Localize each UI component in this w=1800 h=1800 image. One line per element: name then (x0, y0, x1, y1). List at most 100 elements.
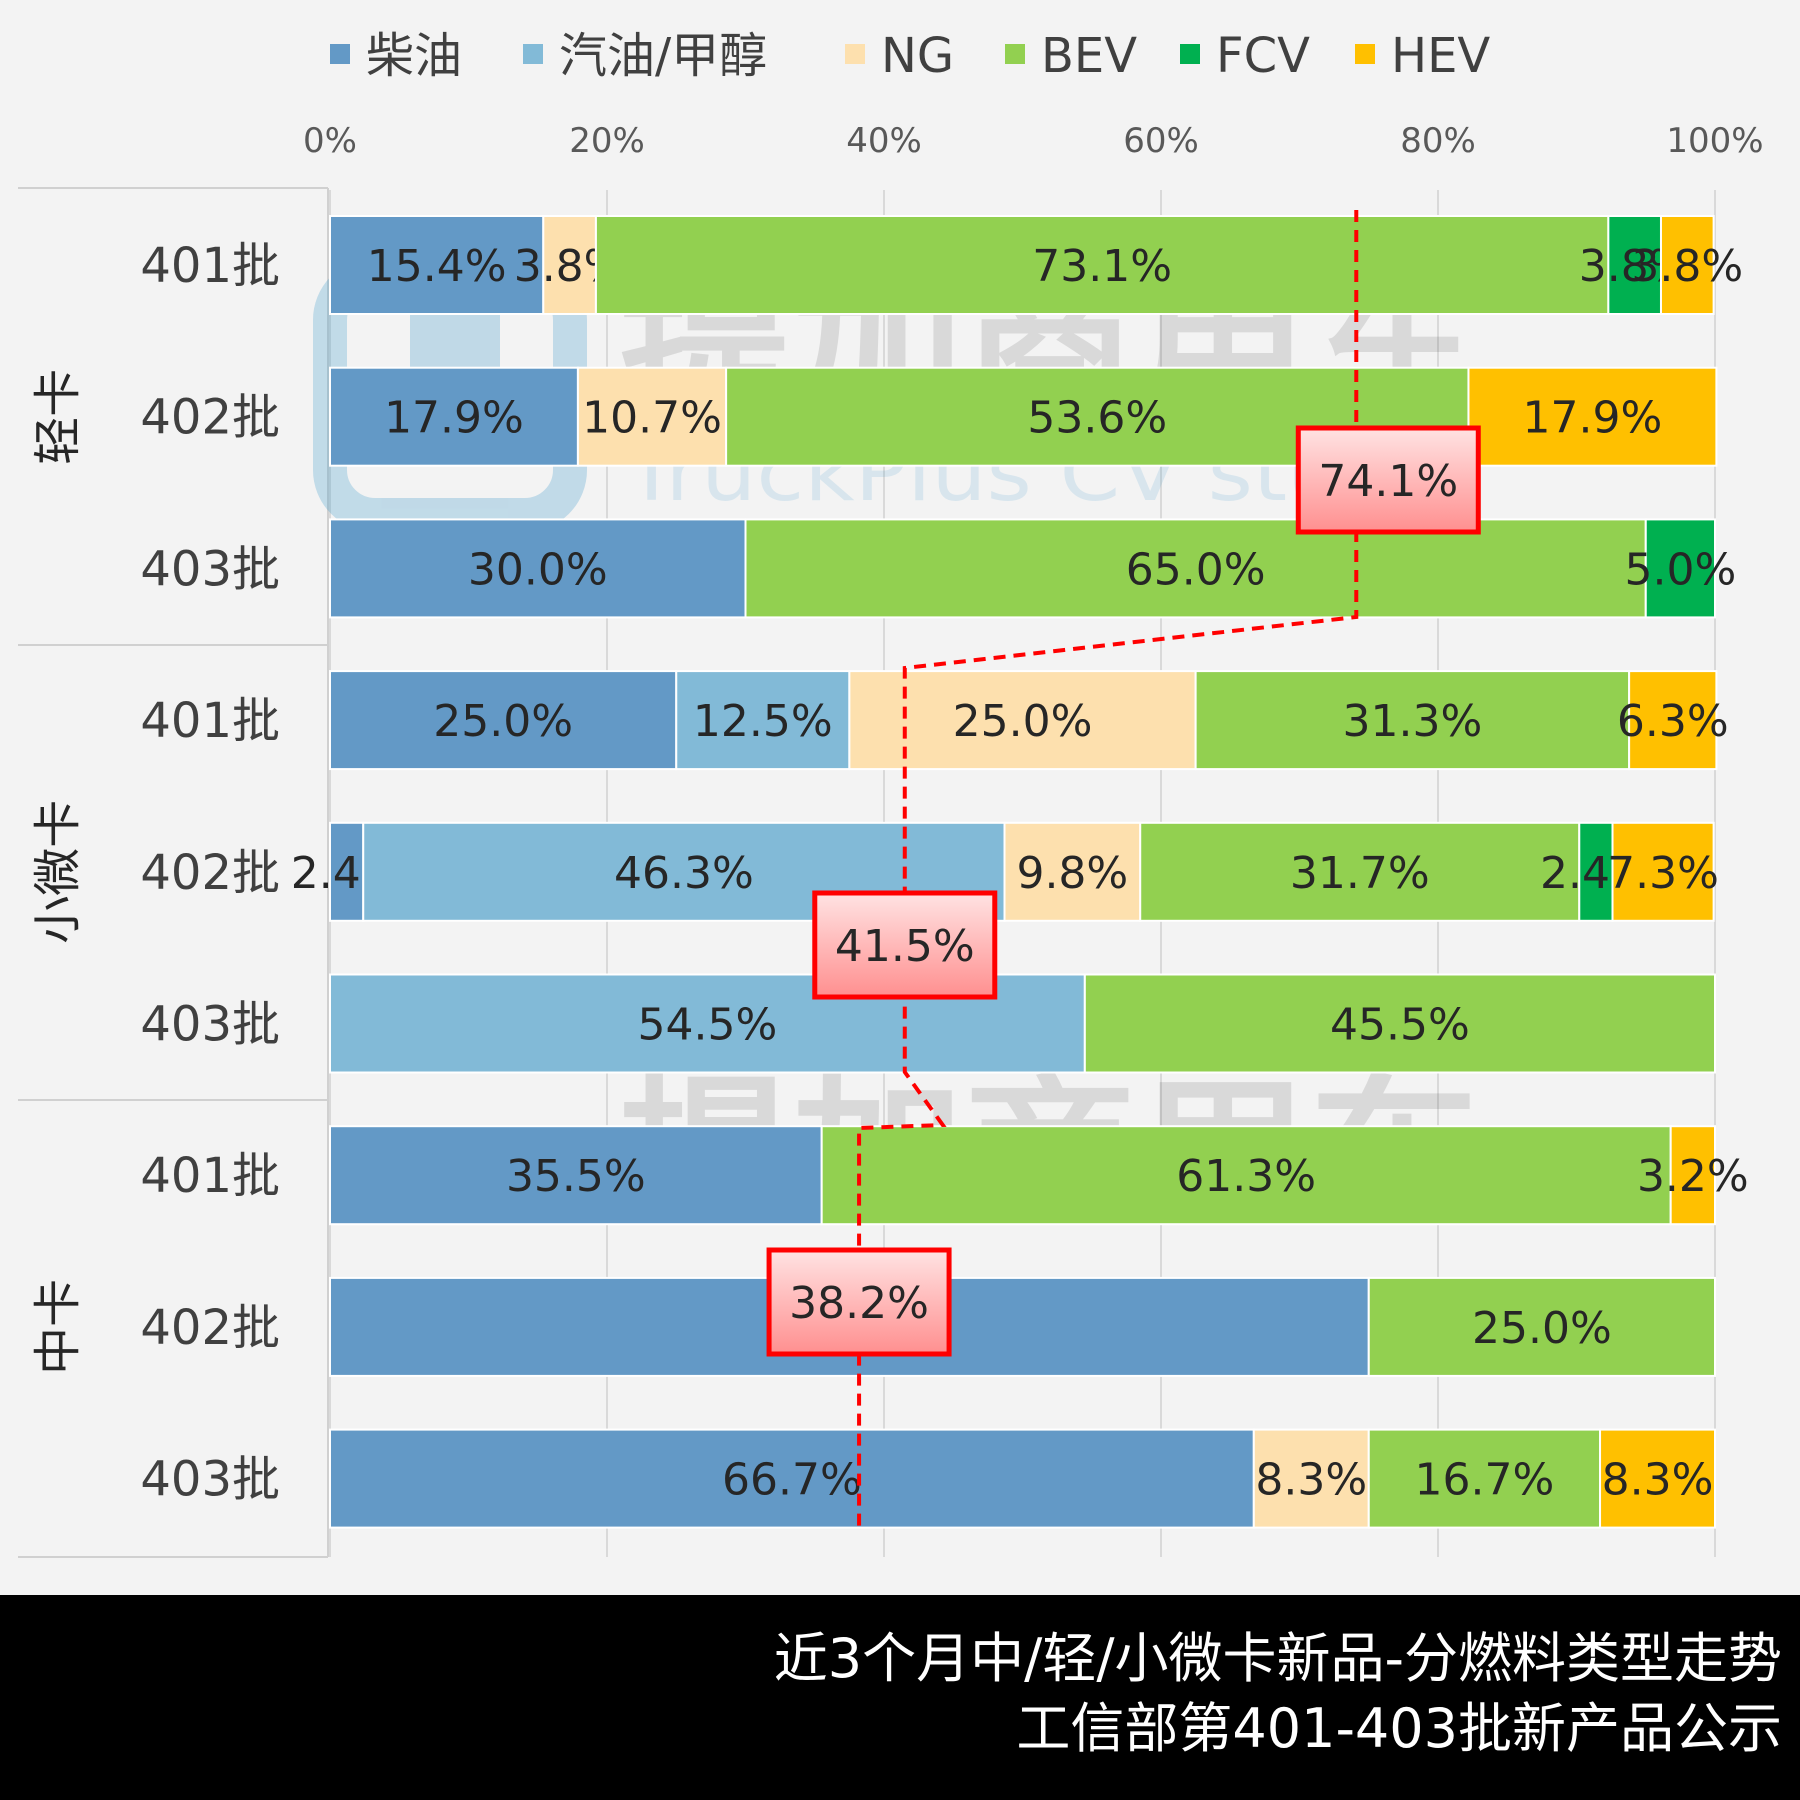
data-label: 8.3% (1602, 1455, 1714, 1506)
row-label: 401批 (140, 1148, 280, 1204)
bar-segment (675, 670, 851, 771)
legend: 柴油 汽油/甲醇 NG BEV FCV HEV (330, 28, 1490, 84)
data-label: 10.7% (582, 393, 722, 444)
row-label: 402批 (140, 1300, 280, 1356)
group-label: 中卡 (30, 1279, 86, 1375)
bar-segment (820, 1125, 1672, 1226)
bar-segment (329, 670, 678, 771)
bar-segment (329, 518, 747, 619)
bar-segment (329, 366, 579, 467)
caption-bar: 近3个月中/轻/小微卡新品-分燃料类型走势 工信部第401-403批新产品公示 (0, 1595, 1800, 1800)
data-label: 31.7% (1290, 848, 1430, 899)
x-axis: 0% 20% 40% 60% 80% 100% (303, 121, 1764, 161)
data-label: 17.9% (1523, 393, 1663, 444)
callout-value: 41.5% (835, 921, 975, 972)
legend-swatch (523, 44, 543, 64)
callout-box (1295, 425, 1481, 535)
bar-segment (1467, 366, 1718, 467)
legend-swatch (1180, 44, 1200, 64)
data-label: 73.1% (1032, 241, 1172, 292)
bar-segment (1628, 670, 1718, 771)
row-label: 401批 (140, 693, 280, 749)
bar-segment (1599, 1428, 1717, 1529)
bar-segment (1367, 1428, 1602, 1529)
data-label: 53.6% (1027, 393, 1167, 444)
data-label: 65.0% (1126, 544, 1266, 595)
trend-line (857, 210, 1359, 1532)
data-label: 66.7% (722, 1455, 862, 1506)
data-label: 3.2% (1637, 1151, 1749, 1202)
callout-box (812, 890, 998, 1000)
data-label: 25.0% (433, 696, 573, 747)
legend-swatch (1355, 44, 1375, 64)
bar-segment (1139, 821, 1581, 922)
data-label: 12.5% (693, 696, 833, 747)
legend-swatch (330, 44, 350, 64)
bar-segment (329, 215, 545, 315)
caption-title: 近3个月中/轻/小微卡新品-分燃料类型走势 (773, 1627, 1782, 1690)
x-tick-label: 60% (1123, 121, 1199, 161)
trend-annotations: 74.1% 41.5% 38.2% (766, 210, 1481, 1532)
bar-segment (1644, 518, 1716, 619)
bar-segment (329, 973, 1086, 1074)
data-label: 30.0% (468, 544, 608, 595)
data-label: 54.5% (638, 1000, 778, 1051)
bar-segment (576, 366, 728, 467)
bar-segment (1083, 973, 1716, 1074)
bar-segment (329, 1125, 823, 1226)
callout-value: 74.1% (1318, 456, 1458, 507)
x-tick-label: 100% (1666, 121, 1763, 161)
x-tick-label: 80% (1400, 121, 1476, 161)
bar-segment (1003, 821, 1142, 922)
data-label: 6.3% (1617, 696, 1729, 747)
legend-swatch (1005, 44, 1025, 64)
legend-label: NG (881, 28, 954, 84)
data-label: 45.5% (1330, 1000, 1470, 1051)
data-label: 61.3% (1176, 1151, 1316, 1202)
bar-segment (1252, 1428, 1370, 1529)
legend-label: 柴油 (366, 28, 462, 84)
caption-subtitle: 工信部第401-403批新产品公示 (1016, 1697, 1782, 1760)
x-tick-label: 20% (569, 121, 645, 161)
legend-swatch (845, 44, 865, 64)
data-label: 35.5% (506, 1151, 646, 1202)
x-tick-label: 0% (303, 121, 357, 161)
bar-segment (329, 1428, 1255, 1529)
x-tick-label: 40% (846, 121, 922, 161)
bars: 15.4% 3.8% 73.1% 3.8%3.8%17.9% 10.7% 53.6% 17.… (291, 215, 1749, 1529)
row-label: 403批 (140, 541, 280, 597)
data-label: 16.7% (1415, 1455, 1555, 1506)
legend-label: BEV (1041, 28, 1137, 84)
data-label: 3.8% (1631, 241, 1743, 292)
data-label: 9.8% (1016, 848, 1128, 899)
row-label: 403批 (140, 1452, 280, 1508)
row-labels: 401批402批403批轻卡401批402批403批小微卡401批402批403… (30, 238, 280, 1508)
data-label: 25.0% (1472, 1303, 1612, 1354)
data-label: 15.4% (367, 241, 507, 292)
data-label: 31.3% (1342, 696, 1482, 747)
row-label: 401批 (140, 238, 280, 294)
data-label: 46.3% (614, 848, 754, 899)
bar-segment (1669, 1125, 1717, 1226)
callout-value: 38.2% (789, 1278, 929, 1329)
data-label: 17.9% (384, 393, 524, 444)
bar-segment (1611, 821, 1715, 922)
row-label: 402批 (140, 390, 280, 446)
row-label: 403批 (140, 997, 280, 1053)
data-label: 5.0% (1624, 544, 1736, 595)
legend-label: HEV (1391, 28, 1490, 84)
bar-segment (848, 670, 1197, 771)
group-label: 轻卡 (30, 369, 86, 465)
legend-label: FCV (1216, 28, 1310, 84)
bar-segment (1659, 215, 1715, 315)
row-label: 402批 (140, 845, 280, 901)
data-label: 8.3% (1255, 1455, 1367, 1506)
bar-segment (542, 215, 597, 315)
bar-segment (1194, 670, 1631, 771)
bar-segment (1367, 1276, 1716, 1377)
bar-segment (329, 821, 365, 922)
group-label: 小微卡 (30, 800, 86, 944)
bar-segment (744, 518, 1647, 619)
bar-segment (1607, 215, 1662, 315)
